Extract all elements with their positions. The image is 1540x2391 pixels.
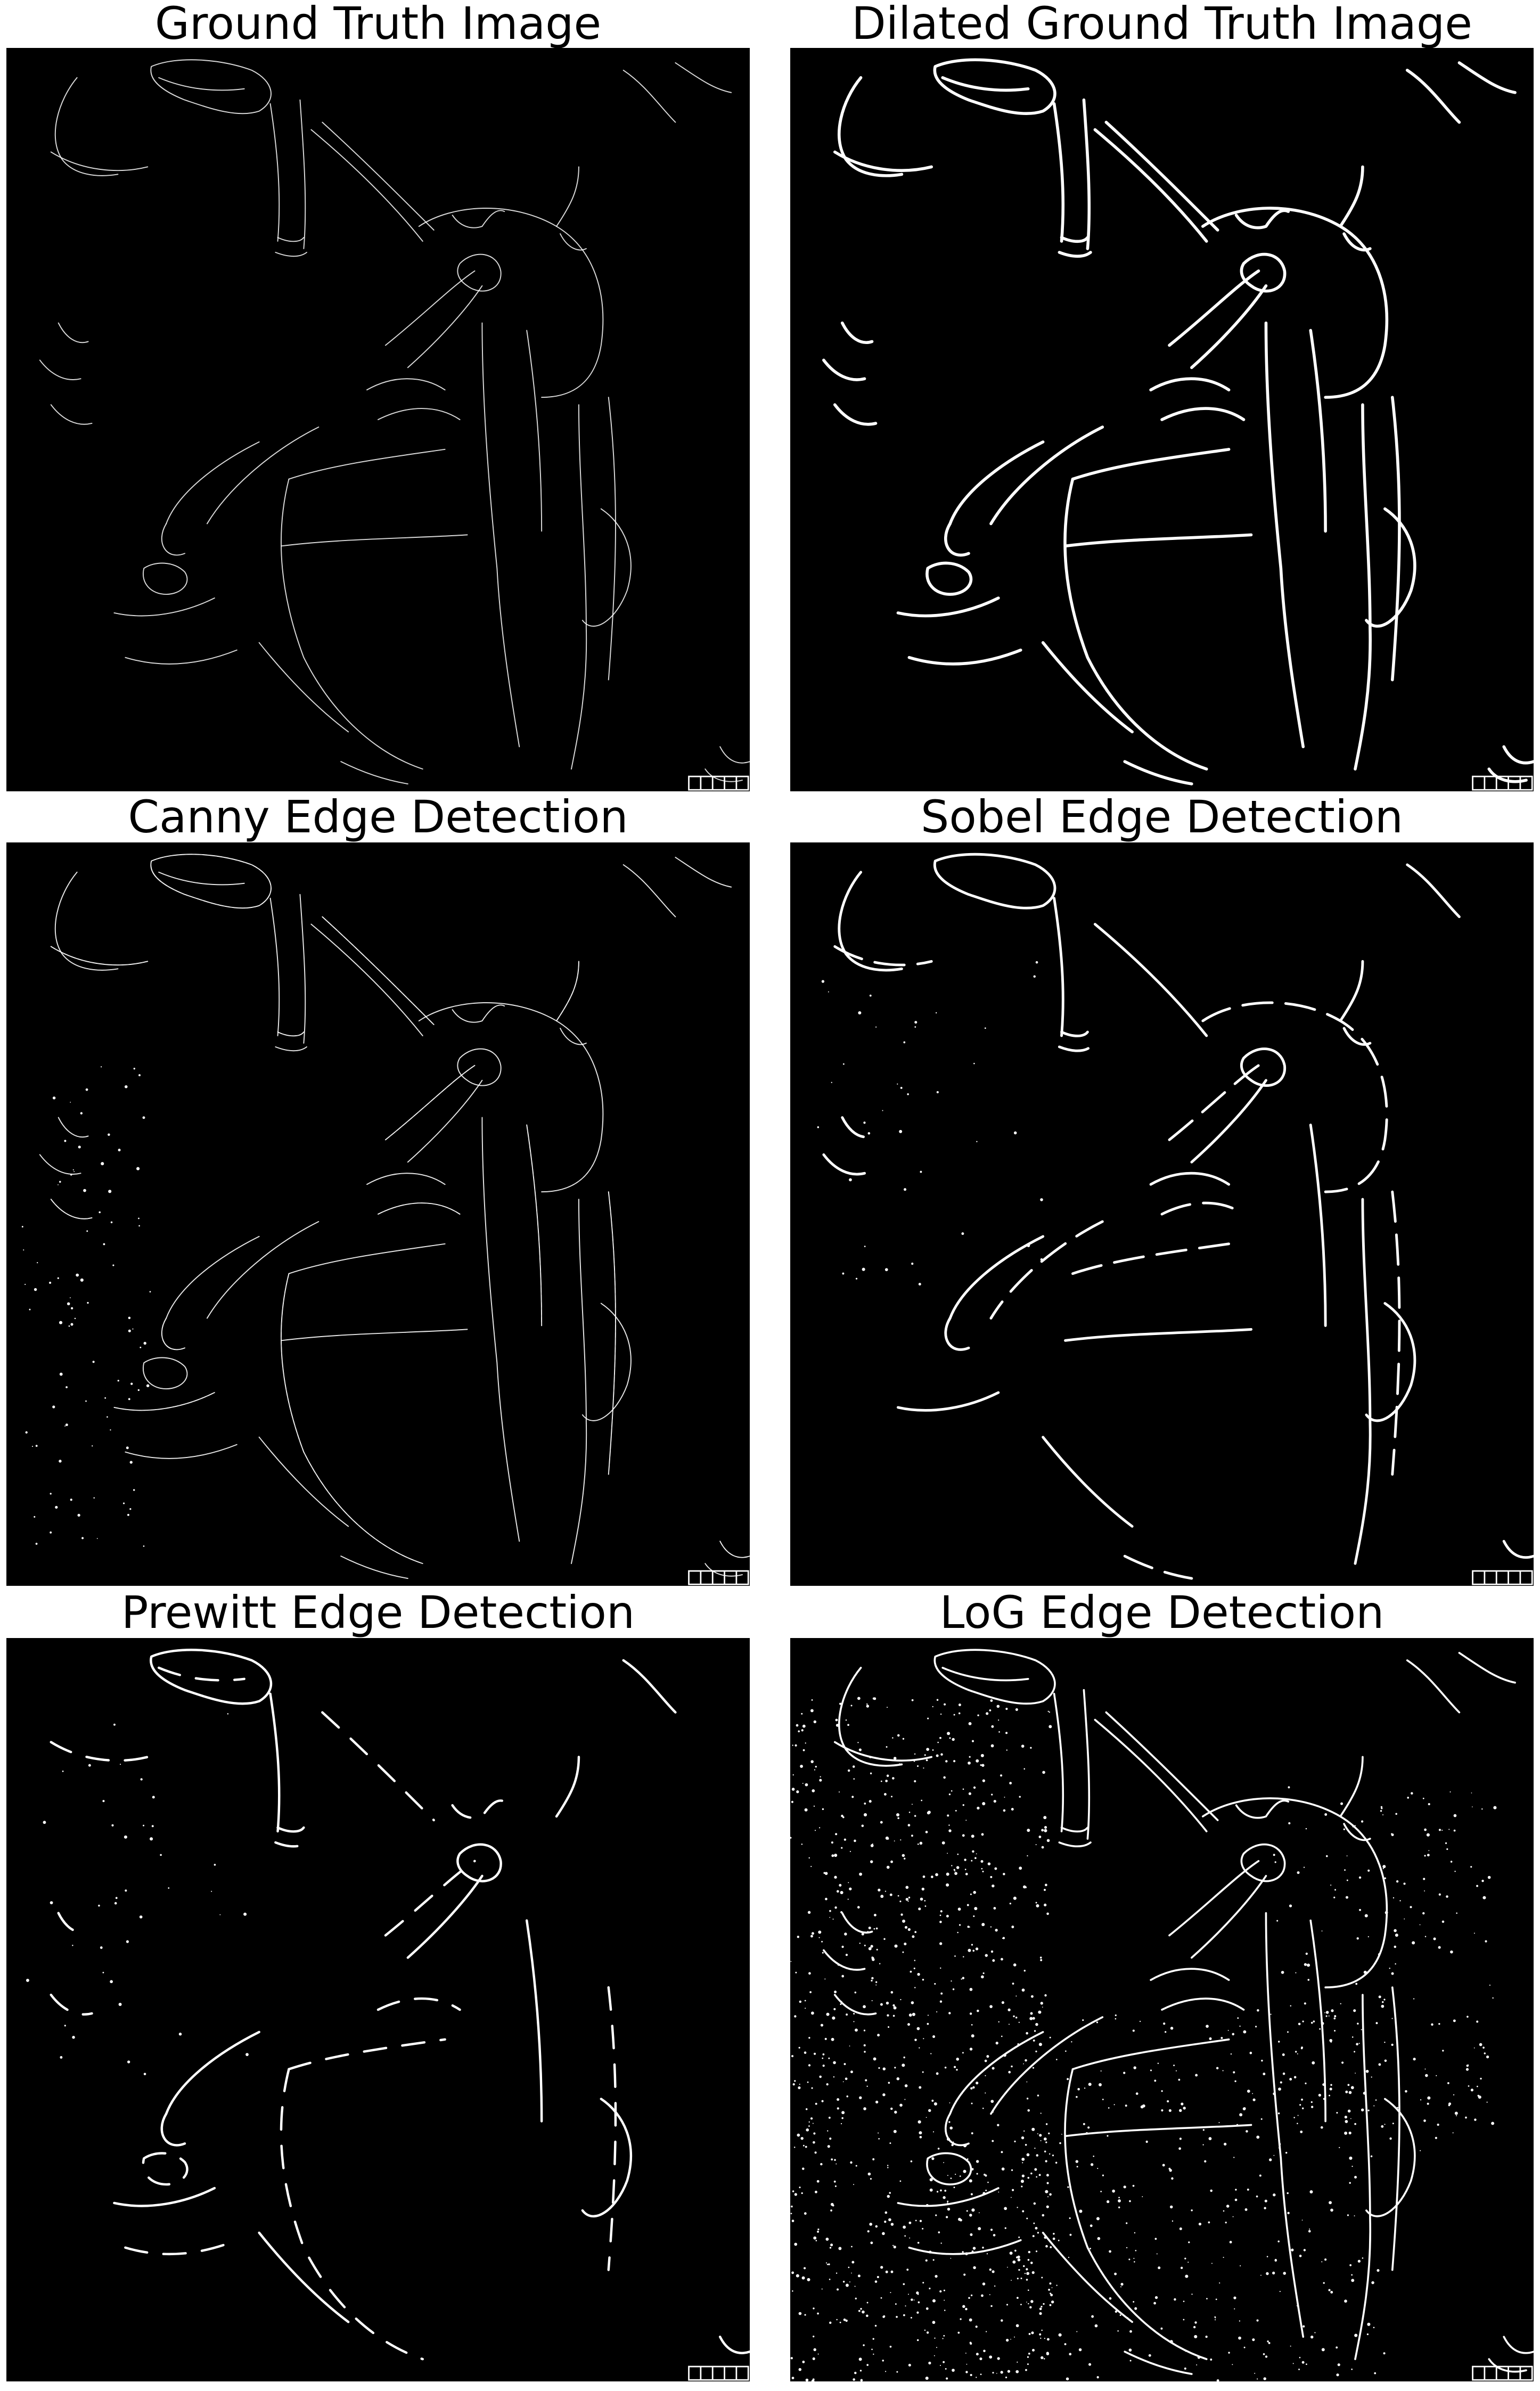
panel-title-ground-truth: Ground Truth Image xyxy=(154,0,602,50)
edge-map-ground-truth xyxy=(39,59,750,791)
edge-map-log xyxy=(790,1649,1534,2381)
panel-log xyxy=(790,1638,1534,2381)
edge-map-sobel xyxy=(817,853,1534,1585)
panel-title-dilated-ground-truth: Dilated Ground Truth Image xyxy=(851,0,1472,50)
edge-map-dilated-ground-truth xyxy=(822,58,1534,791)
edge-map-prewitt xyxy=(26,1649,750,2381)
panel-ground-truth xyxy=(6,48,750,791)
panel-canny xyxy=(6,842,750,1586)
edge-map-canny xyxy=(21,854,750,1585)
panel-title-prewitt: Prewitt Edge Detection xyxy=(121,1586,635,1639)
panel-title-sobel: Sobel Edge Detection xyxy=(921,791,1403,843)
panel-title-canny: Canny Edge Detection xyxy=(128,791,628,843)
panel-sobel xyxy=(790,842,1534,1586)
panel-dilated-ground-truth xyxy=(790,48,1534,791)
panel-title-log: LoG Edge Detection xyxy=(939,1586,1385,1639)
panel-prewitt xyxy=(6,1638,750,2381)
